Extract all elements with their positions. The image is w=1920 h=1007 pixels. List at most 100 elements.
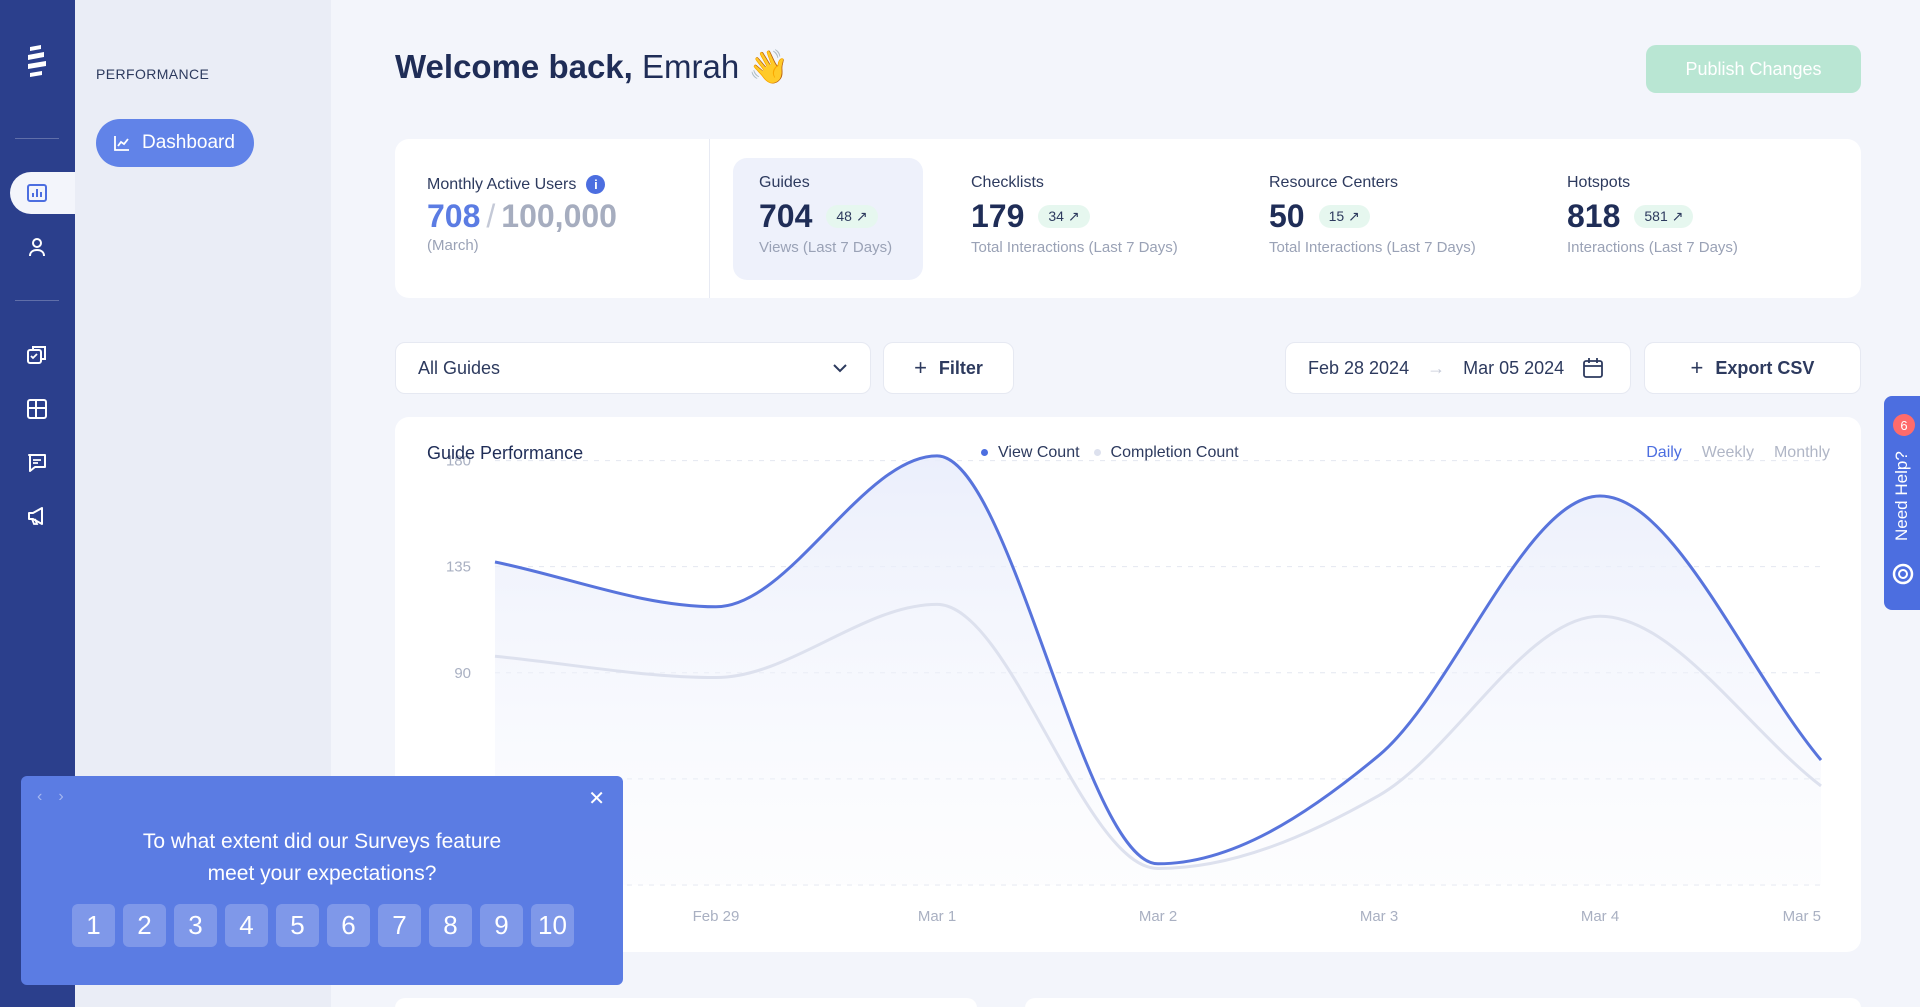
stat-subtitle: Views (Last 7 Days) <box>759 239 893 256</box>
mau-period: (March) <box>427 237 479 254</box>
close-icon[interactable]: ✕ <box>588 788 605 810</box>
rating-option-1[interactable]: 1 <box>72 904 115 947</box>
arrow-right-icon: → <box>1427 357 1446 378</box>
layout-icon[interactable] <box>24 396 50 422</box>
survey-question-line: meet your expectations? <box>207 862 437 885</box>
page-title: Welcome back, Emrah 👋 <box>395 48 789 87</box>
x-tick-label: Mar 3 <box>1360 908 1398 925</box>
rail-divider <box>15 300 59 301</box>
legend-view-count[interactable]: View Count <box>981 444 1080 462</box>
stat-subtitle: Total Interactions (Last 7 Days) <box>971 239 1178 256</box>
range-monthly[interactable]: Monthly <box>1773 444 1830 461</box>
stat-checklists[interactable]: Checklists 179 34 ↗ Total Interactions (L… <box>945 158 1235 280</box>
help-label: Need Help? <box>1892 451 1911 541</box>
chevron-left-icon[interactable]: ‹ <box>37 788 43 805</box>
stat-value: 179 <box>971 198 1025 234</box>
sidebar-section-title: PERFORMANCE <box>96 66 210 82</box>
chevron-right-icon[interactable]: › <box>58 788 64 805</box>
stat-delta-badge: 34 ↗ <box>1038 205 1090 228</box>
stat-delta-badge: 581 ↗ <box>1634 205 1694 228</box>
publish-changes-button[interactable]: Publish Changes <box>1646 45 1861 93</box>
x-tick-label: Mar 4 <box>1581 908 1619 925</box>
range-daily[interactable]: Daily <box>1646 444 1682 461</box>
guide-select-value: All Guides <box>418 357 501 378</box>
rating-option-3[interactable]: 3 <box>174 904 217 947</box>
stat-value: 704 <box>759 198 813 234</box>
chart-line-icon <box>114 136 129 151</box>
help-badge: 6 <box>1893 414 1915 436</box>
sidebar-item-label: Dashboard <box>142 132 235 153</box>
rating-option-5[interactable]: 5 <box>276 904 319 947</box>
plus-icon: + <box>1690 355 1704 380</box>
calendar-icon[interactable] <box>1582 357 1604 379</box>
rating-option-2[interactable]: 2 <box>123 904 166 947</box>
stats-divider <box>709 139 710 298</box>
rail-active-indicator <box>10 172 76 214</box>
legend-label: Completion Count <box>1110 444 1239 461</box>
rating-option-8[interactable]: 8 <box>429 904 472 947</box>
stat-delta-badge: 15 ↗ <box>1318 205 1370 228</box>
stat-title: Hotspots <box>1567 174 1631 191</box>
date-from[interactable]: Feb 28 2024 <box>1308 357 1410 378</box>
survey-popup: ‹ › ✕ To what extent did our Surveys feat… <box>21 776 623 985</box>
y-tick-label: 180 <box>446 453 471 470</box>
rating-option-9[interactable]: 9 <box>480 904 523 947</box>
guide-select[interactable]: All Guides <box>395 342 871 394</box>
y-tick-label: 90 <box>454 665 471 682</box>
stat-guides[interactable]: Guides 704 48 ↗ Views (Last 7 Days) <box>733 158 923 280</box>
guides-icon[interactable] <box>24 342 50 368</box>
range-toggle: Daily Weekly Monthly <box>1646 444 1830 462</box>
rating-option-10[interactable]: 10 <box>531 904 574 947</box>
filter-label: Filter <box>938 357 983 378</box>
chevron-down-icon <box>833 364 847 373</box>
rating-scale: 1 2 3 4 5 6 7 8 9 10 <box>72 904 574 947</box>
stat-delta-badge: 48 ↗ <box>826 205 878 228</box>
mau-value: 708 <box>427 198 481 234</box>
y-tick-label: 135 <box>446 559 471 576</box>
x-tick-label: Mar 5 <box>1783 908 1821 925</box>
welcome-text: Welcome back, <box>395 48 633 85</box>
info-icon[interactable]: i <box>586 175 606 194</box>
view-count-area <box>495 455 1821 885</box>
range-weekly[interactable]: Weekly <box>1701 444 1754 461</box>
megaphone-icon[interactable] <box>24 503 50 529</box>
stat-hotspots[interactable]: Hotspots 818 581 ↗ Interactions (Last 7 D… <box>1541 158 1831 280</box>
app-logo-icon[interactable] <box>22 44 52 78</box>
x-tick-label: Mar 1 <box>918 908 956 925</box>
stat-subtitle: Interactions (Last 7 Days) <box>1567 239 1738 256</box>
export-csv-button[interactable]: + Export CSV <box>1644 342 1861 394</box>
user-icon[interactable] <box>24 234 50 260</box>
x-tick-label: Mar 2 <box>1139 908 1177 925</box>
guide-performance-chart: 90 135 180 Feb 29 Mar 1 Mar 2 Mar 3 Mar 4 Mar 5 <box>446 453 1823 925</box>
stat-value: 50 <box>1269 198 1305 234</box>
plus-icon: + <box>914 355 927 380</box>
chart-legend: View Count Completion Count <box>981 444 1239 462</box>
bottom-card <box>395 998 977 1007</box>
rail-divider <box>15 138 59 139</box>
mau-total: 100,000 <box>501 198 617 234</box>
wave-emoji: 👋 <box>748 48 790 85</box>
stat-resource-centers[interactable]: Resource Centers 50 15 ↗ Total Interactio… <box>1243 158 1533 280</box>
rating-option-7[interactable]: 7 <box>378 904 421 947</box>
monthly-active-users: Monthly Active Users i 708/100,000 (March… <box>427 175 617 254</box>
rating-option-6[interactable]: 6 <box>327 904 370 947</box>
completion-count-line[interactable] <box>494 602 1822 870</box>
stat-title: Guides <box>759 174 810 191</box>
rating-option-4[interactable]: 4 <box>225 904 268 947</box>
view-count-line[interactable] <box>494 454 1823 866</box>
bottom-card <box>1025 998 1861 1007</box>
sidebar-item-dashboard[interactable]: Dashboard <box>96 119 254 167</box>
date-range-picker[interactable]: Feb 28 2024 → Mar 05 2024 <box>1285 342 1631 394</box>
analytics-icon[interactable] <box>24 180 50 206</box>
guide-performance-card: 90 135 180 Feb 29 Mar 1 Mar 2 Mar 3 Mar 4 Mar 5 … <box>395 417 1861 952</box>
date-to[interactable]: Mar 05 2024 <box>1463 357 1565 378</box>
filter-button[interactable]: + Filter <box>883 342 1014 394</box>
legend-label: View Count <box>998 444 1080 461</box>
mau-label: Monthly Active Users <box>427 175 577 193</box>
need-help-tab[interactable]: 6 Need Help? <box>1884 396 1920 610</box>
survey-question-line: To what extent did our Surveys feature <box>142 830 502 853</box>
legend-completion-count[interactable]: Completion Count <box>1093 444 1239 462</box>
message-icon[interactable] <box>24 450 50 476</box>
stats-panel: Monthly Active Users i 708/100,000 (March… <box>395 139 1861 298</box>
export-label: Export CSV <box>1715 357 1815 378</box>
